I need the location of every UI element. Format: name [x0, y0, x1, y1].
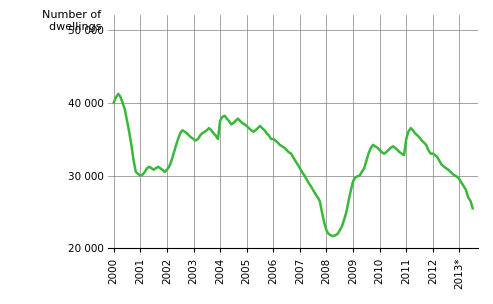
Y-axis label: Number of
  dwellings: Number of dwellings	[42, 10, 102, 32]
